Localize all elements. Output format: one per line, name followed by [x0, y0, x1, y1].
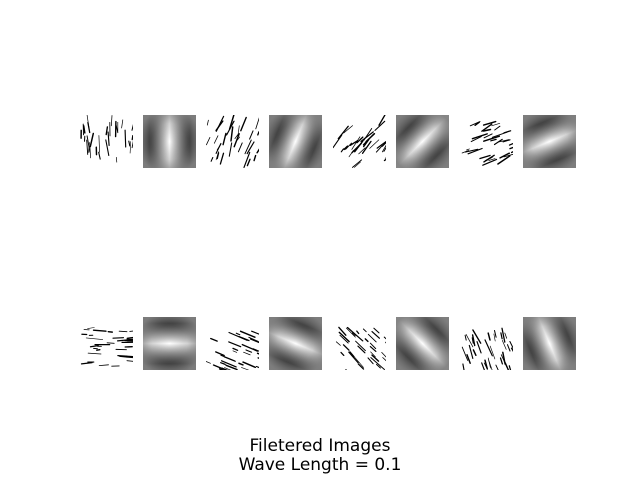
filtered-image-8 — [460, 317, 513, 370]
figure-caption: Filetered Images Wave Length = 0.1 — [0, 437, 640, 475]
caption-title: Filetered Images — [249, 436, 391, 456]
gabor-filter-3 — [396, 115, 449, 168]
filtered-image-4 — [460, 115, 513, 168]
filtered-image-1 — [80, 115, 133, 168]
gabor-filter-8 — [523, 317, 576, 370]
gabor-filter-1 — [143, 115, 196, 168]
gabor-filter-6 — [269, 317, 322, 370]
filtered-image-7 — [333, 317, 386, 370]
filtered-image-3 — [333, 115, 386, 168]
gabor-filter-2 — [269, 115, 322, 168]
caption-wavelength: Wave Length = 0.1 — [238, 455, 402, 475]
filtered-image-6 — [206, 317, 259, 370]
gabor-filter-4 — [523, 115, 576, 168]
gabor-filter-5 — [143, 317, 196, 370]
gabor-filter-7 — [396, 317, 449, 370]
filtered-image-5 — [80, 317, 133, 370]
filtered-image-2 — [206, 115, 259, 168]
